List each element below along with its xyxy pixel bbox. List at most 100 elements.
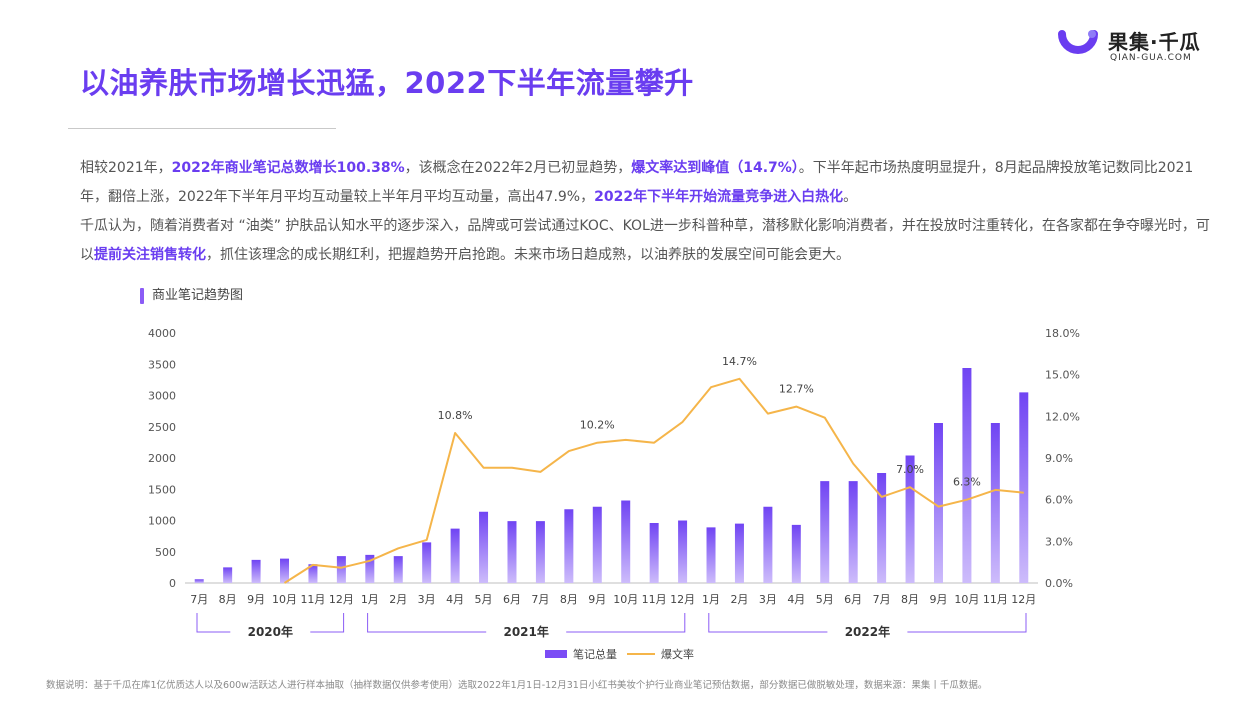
legend-label: 笔记总量 <box>573 647 617 661</box>
x-tick-label: 10月 <box>954 593 979 606</box>
bar <box>791 524 801 583</box>
data-label: 10.2% <box>580 419 615 432</box>
x-tick-label: 7月 <box>190 593 208 606</box>
y-left-tick-label: 2000 <box>148 452 176 465</box>
title-divider <box>68 128 336 129</box>
year-bracket-left <box>708 613 828 633</box>
bar <box>848 481 858 583</box>
x-tick-label: 2月 <box>730 593 748 606</box>
y-left-tick-label: 3500 <box>148 358 176 371</box>
x-tick-label: 8月 <box>219 593 237 606</box>
year-bracket-left <box>367 613 487 633</box>
data-label: 7.0% <box>896 463 924 476</box>
x-tick-label: 8月 <box>901 593 919 606</box>
x-tick-label: 8月 <box>560 593 578 606</box>
x-tick-label: 4月 <box>446 593 464 606</box>
data-label: 14.7% <box>722 355 757 368</box>
bars-group <box>194 368 1029 583</box>
bar <box>308 564 318 583</box>
x-tick-label: 7月 <box>873 593 891 606</box>
legend-swatch-bar <box>545 650 567 658</box>
labels-group: 10.8% 10.2% 14.7% 12.7% 7.0% 6.3% <box>438 355 981 489</box>
bar <box>450 528 460 583</box>
x-tick-label: 1月 <box>361 593 379 606</box>
x-tick-label: 5月 <box>475 593 493 606</box>
bar <box>621 500 631 583</box>
bar <box>933 423 943 583</box>
brand-logo: 果集·千瓜 QIAN-GUA.COM <box>1058 22 1238 72</box>
bar <box>763 506 773 583</box>
bar <box>905 455 915 583</box>
bar <box>962 368 972 583</box>
x-tick-label: 3月 <box>759 593 777 606</box>
y-left-tick-label: 3000 <box>148 390 176 403</box>
bar <box>706 527 716 583</box>
y-left-tick-label: 0 <box>169 577 176 590</box>
x-tick-label: 4月 <box>787 593 805 606</box>
x-tick-label: 12月 <box>670 593 695 606</box>
line-group <box>283 377 1024 584</box>
y-right-tick-label: 12.0% <box>1045 410 1080 423</box>
x-tick-label: 12月 <box>329 593 354 606</box>
bar <box>393 556 403 583</box>
data-footnote: 数据说明：基于千瓜在库1亿优质达人以及600w活跃达人进行样本抽取（抽样数据仅供… <box>46 680 988 691</box>
data-label: 6.3% <box>953 476 981 489</box>
bar <box>507 521 517 583</box>
year-group-label: 2021年 <box>503 624 548 639</box>
y-left-tick-label: 1500 <box>148 483 176 496</box>
body-text: ，该概念在2022年2月已初显趋势， <box>404 160 632 176</box>
label-marker <box>140 287 144 304</box>
y-right-tick-label: 3.0% <box>1045 535 1073 548</box>
page-title: 以油养肤市场增长迅猛，2022下半年流量攀升 <box>80 66 694 100</box>
year-bracket-left <box>196 613 231 633</box>
bar <box>734 523 744 583</box>
bar <box>336 556 346 583</box>
x-tick-label: 6月 <box>503 593 521 606</box>
bar <box>479 511 489 583</box>
bar <box>251 559 261 583</box>
year-group-label: 2020年 <box>248 624 293 639</box>
highlight-text: 2022年商业笔记总数增长100.38% <box>171 160 405 176</box>
series-line <box>283 377 1024 584</box>
summary-paragraph-2: 千瓜认为，随着消费者对 “油类” 护肤品认知水平的逐步深入，品牌或可尝试通过KO… <box>80 212 1220 270</box>
bar <box>365 554 375 583</box>
x-tick-label: 9月 <box>929 593 947 606</box>
bar <box>649 523 659 583</box>
bar <box>422 542 432 583</box>
x-tick-label: 9月 <box>247 593 265 606</box>
body-text: 千瓜认为，随着消费者对 “油类” 护肤品认知水平的逐步深入，品牌或可尝试通过KO… <box>80 218 1210 263</box>
chart-label-text: 商业笔记趋势图 <box>152 288 244 303</box>
x-tick-label: 9月 <box>588 593 606 606</box>
body-text: ，抓住该理念的成长期红利，把握趋势开启抢跑。未来市场日趋成熟，以油养肤的发展空间… <box>206 247 850 263</box>
axes-group: 0 500 1000 1500 2000 2500 3000 3500 4000 0.0% 3.0%… <box>148 327 1080 606</box>
year-bracket-right <box>310 613 345 633</box>
x-tick-label: 10月 <box>613 593 638 606</box>
bar <box>990 423 1000 583</box>
y-left-tick-label: 2500 <box>148 421 176 434</box>
year-bracket-right <box>566 613 686 633</box>
year-group-label: 2022年 <box>845 624 890 639</box>
body-text: 相较2021年， <box>80 160 172 176</box>
bar <box>820 481 830 583</box>
x-tick-label: 11月 <box>642 593 667 606</box>
x-tick-label: 12月 <box>1011 593 1036 606</box>
data-label: 12.7% <box>779 383 814 396</box>
x-tick-label: 3月 <box>418 593 436 606</box>
year-bracket-right <box>907 613 1027 633</box>
highlight-text: 提前关注销售转化 <box>94 247 206 263</box>
summary-paragraph-1: 相较2021年，2022年商业笔记总数增长100.38%，该概念在2022年2月… <box>80 154 1220 212</box>
data-label: 10.8% <box>438 409 473 422</box>
y-left-tick-label: 1000 <box>148 515 176 528</box>
body-text: 。下半年起市场热度明显提升，8月起品牌投放笔记数同比2021年，翻倍上涨，202… <box>80 160 1194 205</box>
x-tick-label: 1月 <box>702 593 720 606</box>
bar <box>280 558 290 583</box>
y-right-tick-label: 18.0% <box>1045 327 1080 340</box>
bar <box>564 509 574 583</box>
y-right-tick-label: 0.0% <box>1045 577 1073 590</box>
legend-group: 笔记总量 爆文率 <box>545 647 694 661</box>
bar <box>877 473 887 583</box>
x-tick-label: 11月 <box>983 593 1008 606</box>
y-right-tick-label: 9.0% <box>1045 452 1073 465</box>
y-right-tick-label: 6.0% <box>1045 494 1073 507</box>
bar <box>223 567 233 583</box>
